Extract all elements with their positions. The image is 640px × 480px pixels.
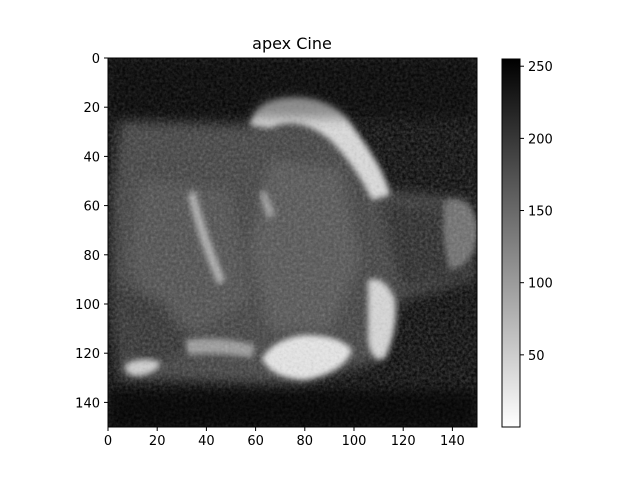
y-tick-label: 120 (75, 347, 100, 362)
x-tick-label: 100 (342, 434, 367, 449)
colorbar-tick-label: 150 (528, 205, 553, 220)
colorbar-tick-label: 250 (528, 60, 553, 75)
x-tick-label: 120 (391, 434, 416, 449)
image-frame (107, 57, 478, 428)
colorbar-axis: 50 100 150 200 250 (520, 60, 553, 364)
colorbar (501, 58, 521, 428)
y-tick-label: 0 (92, 52, 100, 67)
y-axis: 0 20 40 60 80 100 120 140 (75, 52, 108, 411)
y-tick-label: 20 (83, 101, 100, 116)
y-tick-label: 60 (83, 200, 100, 215)
x-tick-label: 0 (104, 434, 112, 449)
x-axis: 0 20 40 60 80 100 120 140 (104, 427, 465, 449)
x-tick-label: 60 (247, 434, 264, 449)
x-tick-label: 40 (198, 434, 215, 449)
x-tick-label: 140 (440, 434, 465, 449)
x-tick-label: 20 (149, 434, 166, 449)
colorbar-tick-label: 100 (528, 277, 553, 292)
y-tick-label: 40 (83, 150, 100, 165)
y-tick-label: 80 (83, 249, 100, 264)
mri-image (108, 58, 477, 427)
colorbar-tick-label: 200 (528, 132, 553, 147)
y-tick-label: 100 (75, 298, 100, 313)
y-tick-label: 140 (75, 396, 100, 411)
x-tick-label: 80 (297, 434, 314, 449)
plot-title: apex Cine (252, 34, 332, 53)
colorbar-tick-label: 50 (528, 349, 545, 364)
